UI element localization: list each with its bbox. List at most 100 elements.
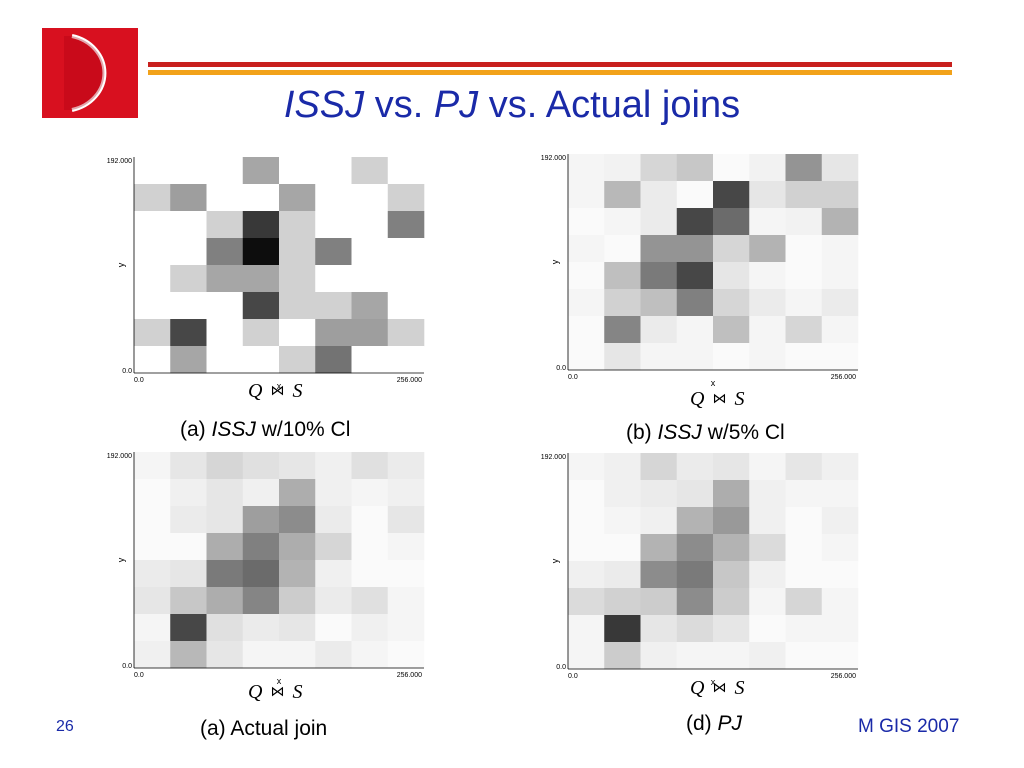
heatmap-cell [315,533,352,561]
heatmap-cell [785,235,823,263]
heatmap-cell [568,561,605,589]
heatmap-cell [713,289,750,317]
heatmap-cell [568,343,605,371]
caption-suffix: w/5% Cl [701,421,785,444]
heatmap-cell [134,506,171,534]
heatmap-cell [821,588,859,616]
heatmap-cell [676,262,714,290]
heatmap-cell [170,560,207,588]
y-tick-label-max: 192.000 [107,158,132,165]
heatmap-cell [351,157,389,185]
heatmap-cell [821,289,859,317]
heatmap-cell [170,641,207,669]
heatmap-cell [170,506,207,534]
heatmap-cell [640,316,678,344]
heatmap-cell [279,587,316,615]
caption-prefix: (a) [180,418,212,441]
heatmap-cell [713,561,750,589]
bowtie-icon: ⋈ [270,383,285,399]
heatmap-cell [134,319,171,347]
heatmap-cell [749,289,786,317]
join-s: S [734,388,745,410]
heatmap-cell [604,615,641,643]
heatmap-cell [279,292,316,320]
heatmap-cell [206,184,244,212]
heatmap-cell [315,560,352,588]
heatmap-cell [170,292,207,320]
caption-issj-10: (a) ISSJ w/10% Cl [180,418,350,442]
heatmap-cell [279,452,316,480]
heatmap-cell [206,533,244,561]
heatmap-cell [242,560,280,588]
bowtie-icon: ⋈ [270,684,285,700]
heatmap-cell [821,507,859,535]
y-axis-label: y [116,262,126,267]
caption-italic: PJ [717,712,743,735]
join-q: Q [690,388,705,410]
heatmap-cell [387,157,425,185]
heatmap-cell [206,211,244,239]
heatmap-cell [279,238,316,266]
heatmap-cell [279,211,316,239]
heatmap-cell [242,533,280,561]
caption-issj-5: (b) ISSJ w/5% Cl [626,421,785,445]
join-q: Q [248,681,263,703]
y-axis-label: y [550,259,560,264]
heatmap-cell [351,641,389,669]
heatmap-cell [568,642,605,670]
heatmap-cell [785,642,823,670]
heatmap-cell [604,561,641,589]
heatmap-cell [315,641,352,669]
heatmap-svg: 192.000 0.00.0 256.000 x y [107,452,425,685]
heatmap-cell [676,453,714,481]
heatmap-cell [604,235,641,263]
heatmap-cell [713,453,750,481]
heatmap-cell [785,561,823,589]
heatmap-cell [351,533,389,561]
heatmap-cell [713,343,750,371]
heatmap-cell [279,641,316,669]
heatmap-cell [604,534,641,562]
heatmap-cell [568,262,605,290]
heatmap-cell [315,265,352,293]
heatmap-cell [279,560,316,588]
heatmap-cell [749,208,786,236]
heatmap-cell [170,479,207,507]
heatmap-svg: 192.000 0.00.0 256.000 x y [541,453,859,686]
heatmap-cell [315,184,352,212]
heatmap-cell [785,480,823,508]
heatmap-cell [604,316,641,344]
heatmap-cell [206,346,244,374]
heatmap-cell [821,343,859,371]
heatmap-cell [713,154,750,182]
heatmap-cell [279,506,316,534]
heatmap-cell [821,480,859,508]
heatmap-cell [713,208,750,236]
heatmap-chart-actual-join: 192.000 0.0 0.0 256.000 x y [98,445,438,685]
heatmap-cell [315,211,352,239]
caption-italic: ISSJ [657,421,702,444]
heatmap-cell [351,479,389,507]
heatmap-cell [785,154,823,182]
heatmap-cell [821,561,859,589]
heatmap-cell [676,615,714,643]
y-axis-label: y [550,558,560,563]
heatmap-cell [749,534,786,562]
heatmap-cell [713,316,750,344]
heatmap-cell [713,588,750,616]
heatmap-cell [604,642,641,670]
x-tick-label-min: 0.0 [134,672,144,679]
heatmap-cell [315,479,352,507]
heatmap-cell [351,346,389,374]
heatmap-cell [821,453,859,481]
heatmap-cell [206,560,244,588]
heatmap-cell [713,262,750,290]
heatmap-cell [387,292,425,320]
x-axis-label: x [711,378,716,387]
heatmap-chart-pj: 192.000 0.0 0.0 256.000 x y [532,446,872,686]
heatmap-cell [206,506,244,534]
heatmap-cell [640,480,678,508]
heatmap-cell [315,587,352,615]
slide-title: ISSJ vs. PJ vs. Actual joins [0,84,1024,127]
heatmap-cell [676,181,714,209]
